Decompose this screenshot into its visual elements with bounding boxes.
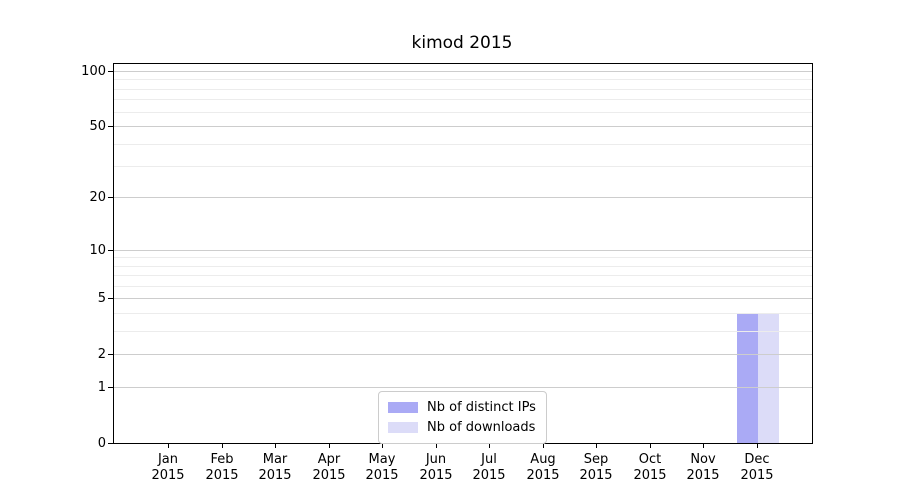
x-tick-mark [382,443,383,448]
x-tick-label: Jul 2015 [472,452,506,483]
gridline-minor [114,331,812,332]
x-tick-mark [757,443,758,448]
legend-item-downloads: Nb of downloads [388,418,536,437]
legend-label-distinct-ips: Nb of distinct IPs [427,400,536,415]
x-tick-label: Sep 2015 [579,452,613,483]
y-tick-label: 2 [97,347,106,362]
gridline-minor [114,257,812,258]
x-tick-label: Jan 2015 [151,452,185,483]
y-tick-label: 20 [89,190,106,205]
y-tick-mark [108,387,114,388]
x-tick-mark [543,443,544,448]
gridline-major [114,387,812,388]
gridline-minor [114,313,812,314]
legend-item-distinct-ips: Nb of distinct IPs [388,398,536,417]
y-tick-mark [108,197,114,198]
y-tick-mark [108,126,114,127]
y-tick-label: 50 [89,119,106,134]
x-tick-label: Dec 2015 [740,452,774,483]
legend-label-downloads: Nb of downloads [427,420,536,435]
x-tick-mark [489,443,490,448]
legend-swatch-distinct-ips [388,402,418,413]
gridline-major [114,298,812,299]
gridline-minor [114,275,812,276]
gridline-minor [114,99,812,100]
gridline-major [114,197,812,198]
y-tick-mark [108,250,114,251]
x-tick-label: Nov 2015 [686,452,720,483]
plot-area: Nb of distinct IPs Nb of downloads 0 1 2 5 1… [81,63,813,483]
gridline-minor [114,89,812,90]
y-tick-label: 10 [89,243,106,258]
y-tick-mark [108,298,114,299]
y-tick-label: 100 [81,64,106,79]
gridline-minor [114,79,812,80]
gridline-minor [114,266,812,267]
x-tick-mark [168,443,169,448]
x-tick-mark [275,443,276,448]
x-tick-mark [703,443,704,448]
legend-swatch-downloads [388,422,418,433]
gridline-major [114,354,812,355]
y-tick-label: 5 [97,291,106,306]
x-tick-label: Aug 2015 [526,452,560,483]
y-tick-label: 1 [97,380,106,395]
y-tick-label: 0 [97,436,106,451]
gridline-minor [114,144,812,145]
gridline-minor [114,166,812,167]
y-tick-mark [108,71,114,72]
x-tick-label: May 2015 [365,452,399,483]
x-tick-mark [329,443,330,448]
x-tick-label: Apr 2015 [312,452,346,483]
gridline-major [114,71,812,72]
y-tick-mark [108,443,114,444]
gridline-major [114,250,812,251]
chart-title: kimod 2015 [411,33,513,53]
x-tick-mark [650,443,651,448]
x-tick-mark [596,443,597,448]
y-tick-mark [108,354,114,355]
x-tick-label: Feb 2015 [205,452,239,483]
bar-dec-series1 [757,313,779,443]
x-tick-label: Oct 2015 [633,452,667,483]
gridline-major [114,126,812,127]
bar-dec-series0 [736,313,758,443]
gridline-minor [114,286,812,287]
x-tick-mark [436,443,437,448]
x-tick-label: Jun 2015 [419,452,453,483]
gridline-minor [114,112,812,113]
x-tick-mark [222,443,223,448]
x-tick-label: Mar 2015 [258,452,292,483]
legend: Nb of distinct IPs Nb of downloads [378,391,547,444]
